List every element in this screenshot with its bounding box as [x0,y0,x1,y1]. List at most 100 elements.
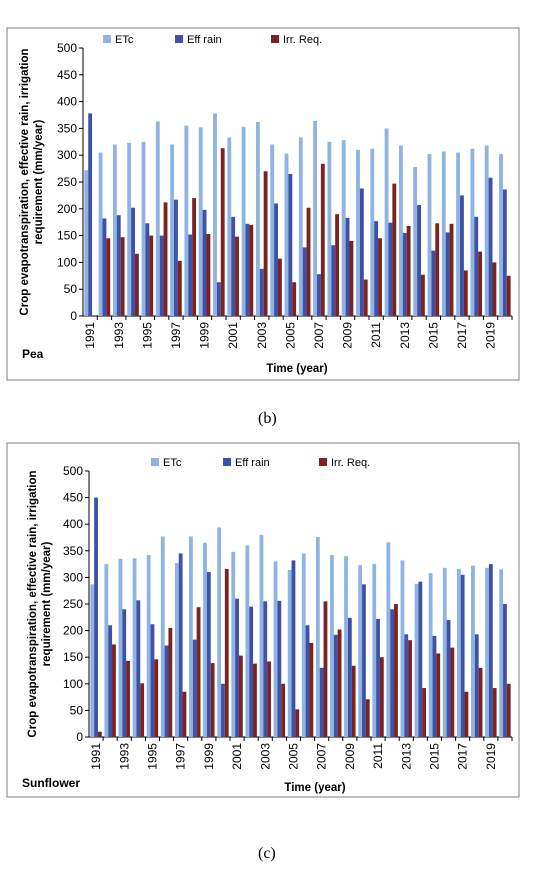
irr-req-bar: Irr. Req. 1992: 174 [112,644,116,737]
irr-req-bar: Irr. Req. 2006: 202 [306,207,311,316]
irr-req-bar: Irr. Req. 2004: 100 [281,683,286,737]
eff-rain-bar: Eff rain 2015: 190 [432,635,437,737]
etc-bar: ETc 2012: 366 [386,542,391,737]
irr-req-bar: Irr. Req. 1994: 116 [134,253,139,316]
etc-bar: ETc 2017: 305 [456,152,461,316]
eff-rain-bar: Eff rain 2008: 192 [333,634,338,737]
irr-req-bar: Irr. Req. 2005: 63 [292,282,297,316]
x-axis-title: Time (year) [284,782,345,794]
y-tick-label: 0 [76,730,83,744]
irr-req-bar: Irr. Req. 2016: 168 [450,647,455,737]
legend-label: Irr. Req. [283,34,322,46]
legend-label: ETc [163,457,182,469]
x-tick-label: 2005 [286,743,300,770]
etc-bar: ETc 2004: 330 [273,561,278,737]
x-tick-label: 1999 [198,322,212,349]
x-tick-label: 2005 [283,322,297,349]
y-axis-title: Crop evapotranspiration, effective rain,… [19,48,45,315]
etc-bar: ETc 2018: 312 [470,148,475,316]
etc-bar: ETc 2018: 322 [471,565,475,737]
x-tick-label: 2015 [426,322,440,349]
eff-rain-bar: Eff rain 1995: 173 [145,223,150,316]
etc-bar: ETc 2016: 307 [441,151,446,316]
legend-swatch [151,458,159,466]
irr-req-bar: Irr. Req. 2013: 168 [406,225,411,316]
x-tick-label: 2001 [226,322,240,349]
etc-bar: ETc 2001: 333 [227,137,232,316]
etc-bar: ETc 2013: 318 [398,145,403,316]
eff-rain-bar: Eff rain 2003: 88 [259,268,264,316]
etc-bar: ETc 2020: 315 [499,569,504,737]
legend-swatch [319,458,327,466]
etc-bar: ETc 2019: 318 [485,567,489,737]
x-tick-label: 2011 [371,743,385,769]
eff-rain-bar: Eff rain 1998: 183 [192,639,197,737]
etc-bar: ETc 2005: 303 [284,153,289,316]
x-tick-label: 2007 [315,743,329,770]
irr-req-bar: Irr. Req. 2006: 177 [309,642,314,737]
eff-rain-bar: Eff rain 2012: 174 [388,222,393,316]
y-tick-label: 500 [57,41,77,55]
eff-rain-bar: Eff rain 2003: 255 [263,601,268,737]
x-axis-title: Time (year) [266,363,327,375]
irr-req-bar: Irr. Req. 1996: 212 [163,202,168,316]
eff-rain-bar: Eff rain 1993: 240 [122,609,127,737]
etc-bar: ETc 2015: 302 [427,154,432,316]
irr-req-bar: Irr. Req. 2012: 247 [392,183,397,316]
irr-req-bar: Irr. Req. 2008: 190 [335,214,340,316]
y-tick-label: 350 [57,121,77,135]
y-tick-label: 150 [57,229,77,243]
etc-bar: ETc 2020: 302 [499,154,503,316]
etc-bar: ETc 1992: 305 [98,152,103,316]
irr-req-bar: Irr. Req. 2014: 92 [422,688,427,737]
eff-rain-bar: Eff rain 2018: 185 [474,216,479,316]
eff-rain-bar: Eff rain 2015: 122 [431,250,436,316]
eff-rain-bar: Eff rain 2010: 238 [359,188,364,316]
eff-rain-bar: Eff rain 2001: 185 [231,216,236,316]
etc-bar: ETc 1996: 377 [160,536,165,737]
irr-req-bar: Irr. Req. 2018: 130 [478,667,483,737]
irr-req-bar: Irr. Req. 1995: 146 [154,659,159,737]
irr-req-bar: Irr. Req. 2009: 134 [351,665,356,737]
etc-bar: ETc 2006: 345 [301,553,306,737]
eff-rain-bar: Eff rain 2007: 130 [319,667,324,737]
eff-rain-bar: Eff rain 2004: 256 [277,600,282,737]
eff-rain-bar: Eff rain 2017: 305 [460,574,465,737]
eff-rain-bar: Eff rain 2016: 220 [446,619,451,737]
etc-bar: ETc 1994: 323 [127,142,132,316]
chart-pea: 0 50 100 150 200 250 300 350 400 450 500 ETc 1991: … [6,27,520,381]
irr-req-bar: Irr. Req. 2012: 250 [394,604,398,737]
etc-bar: ETc 2012: 350 [384,128,389,316]
y-tick-label: 250 [57,175,77,189]
irr-req-bar: Irr. Req. 2000: 313 [220,148,225,316]
irr-req-bar: Irr. Req. 2004: 107 [277,258,282,316]
x-tick-label: 1999 [202,743,216,770]
eff-rain-bar: Eff rain 2020: 250 [503,604,507,737]
irr-req-bar: Irr. Req. 2003: 270 [263,171,268,316]
irr-req-bar: Irr. Req. 2005: 52 [295,709,300,737]
eff-rain-bar: Eff rain 1993: 188 [116,215,121,316]
irr-req-bar: Irr. Req. 2001: 148 [235,236,239,316]
legend-swatch [271,35,279,43]
irr-req-bar: Irr. Req. 2011: 145 [378,238,382,316]
panel-label-b: (b) [258,410,277,427]
eff-rain-bar: Eff rain 1998: 152 [188,234,193,316]
y-tick-label: 300 [57,148,77,162]
y-tick-label: 0 [70,309,77,323]
y-tick-label: 400 [63,517,83,531]
irr-req-bar: Irr. Req. 2001: 153 [238,655,243,737]
etc-bar: ETc 1994: 336 [132,558,137,737]
eff-rain-bar: Eff rain 2013: 193 [404,634,409,737]
irr-req-bar: Irr. Req. 1998: 220 [192,198,197,316]
eff-rain-bar: Eff rain 2011: 177 [374,221,379,316]
etc-bar: ETc 2007: 376 [315,536,320,737]
y-tick-label: 200 [57,202,77,216]
eff-rain-bar: Eff rain 1991: 378 [88,113,93,316]
eff-rain-bar: Eff rain 2006: 210 [305,625,310,737]
eff-rain-bar: Eff rain 2005: 332 [291,560,296,737]
etc-bar: ETc 1995: 342 [146,555,151,737]
irr-req-bar: Irr. Req. 2016: 172 [449,223,454,316]
